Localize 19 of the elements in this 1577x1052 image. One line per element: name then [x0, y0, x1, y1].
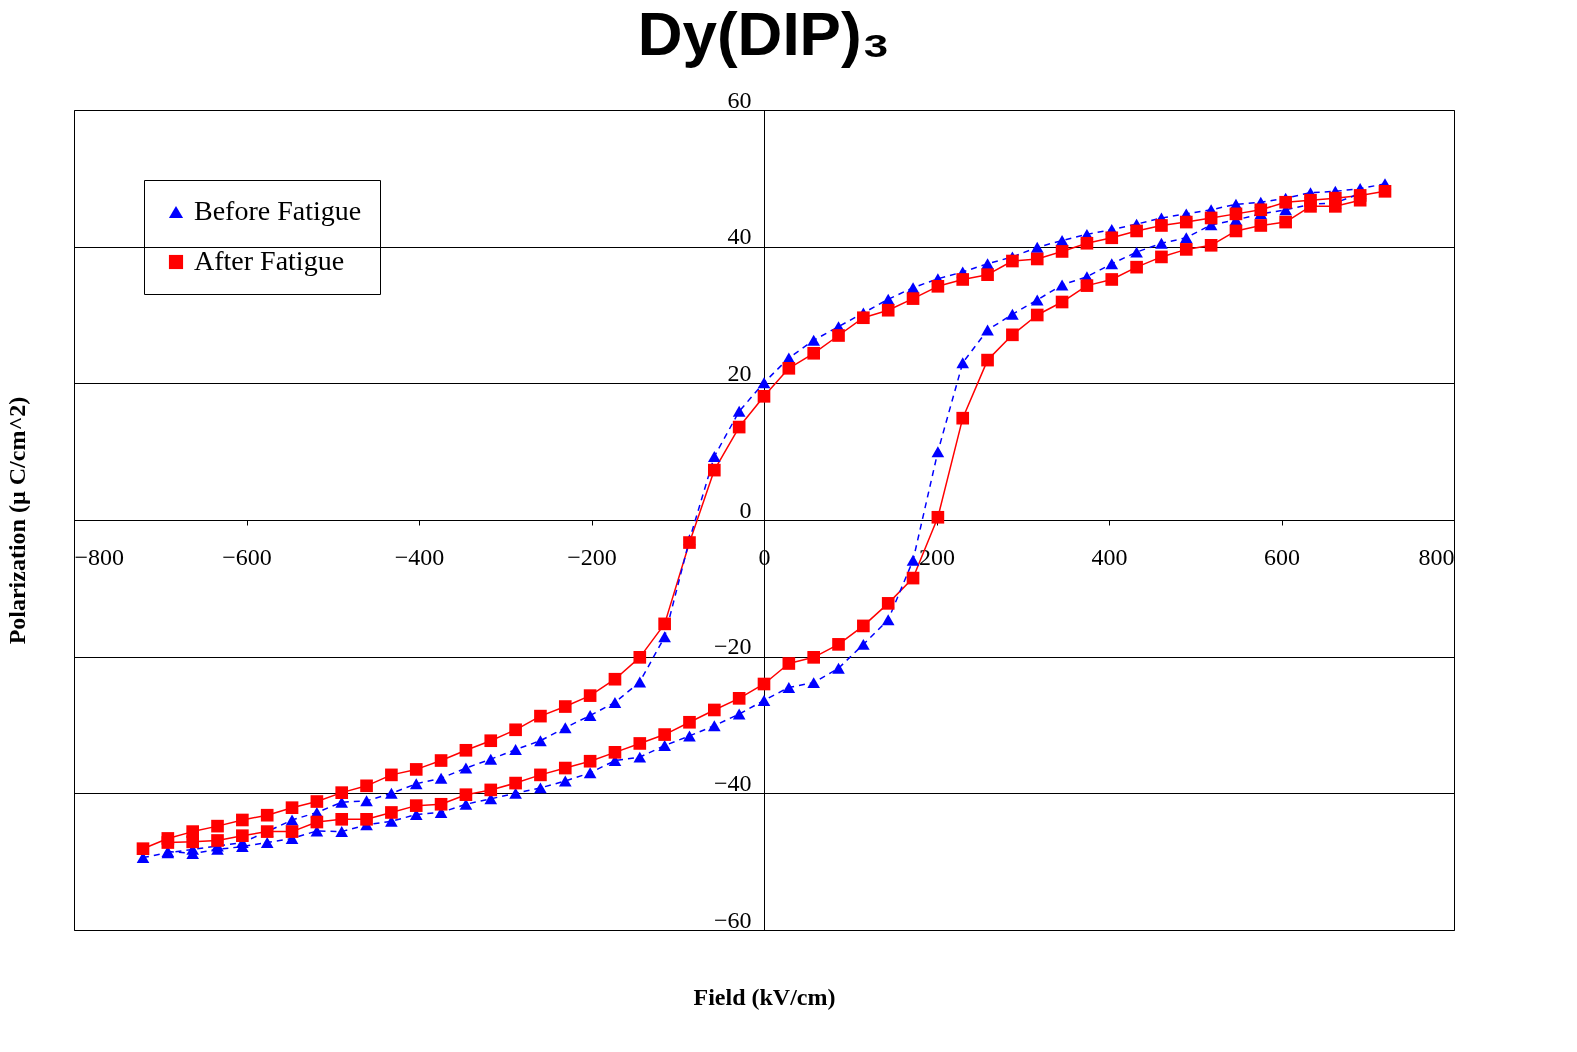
x-tick-label: −800: [74, 543, 125, 570]
y-tick-label: 40: [727, 223, 752, 250]
y-tick-label: −60: [713, 906, 752, 933]
x-tick-label: 600: [1264, 543, 1300, 570]
y-tick-label: 0: [739, 496, 752, 523]
y-tick-label: 20: [727, 359, 752, 386]
legend-label: Before Fatigue: [194, 195, 362, 226]
y-tick-label: 60: [727, 86, 752, 113]
x-tick-label: −600: [222, 543, 272, 570]
x-tick-label: −400: [394, 543, 445, 570]
y-tick-label: −40: [713, 769, 752, 796]
x-tick-label: 800: [1418, 543, 1455, 570]
legend-label: After Fatigue: [194, 245, 345, 276]
y-axis-title: Polarization (µ C/cm^2): [3, 396, 30, 645]
x-tick-label: −200: [567, 543, 617, 570]
x-axis-title: Field (kV/cm): [693, 983, 836, 1010]
chart-title: Dy(DIP)₃: [637, 0, 891, 68]
x-tick-label: 400: [1091, 543, 1128, 570]
y-tick-label: −20: [713, 633, 752, 660]
